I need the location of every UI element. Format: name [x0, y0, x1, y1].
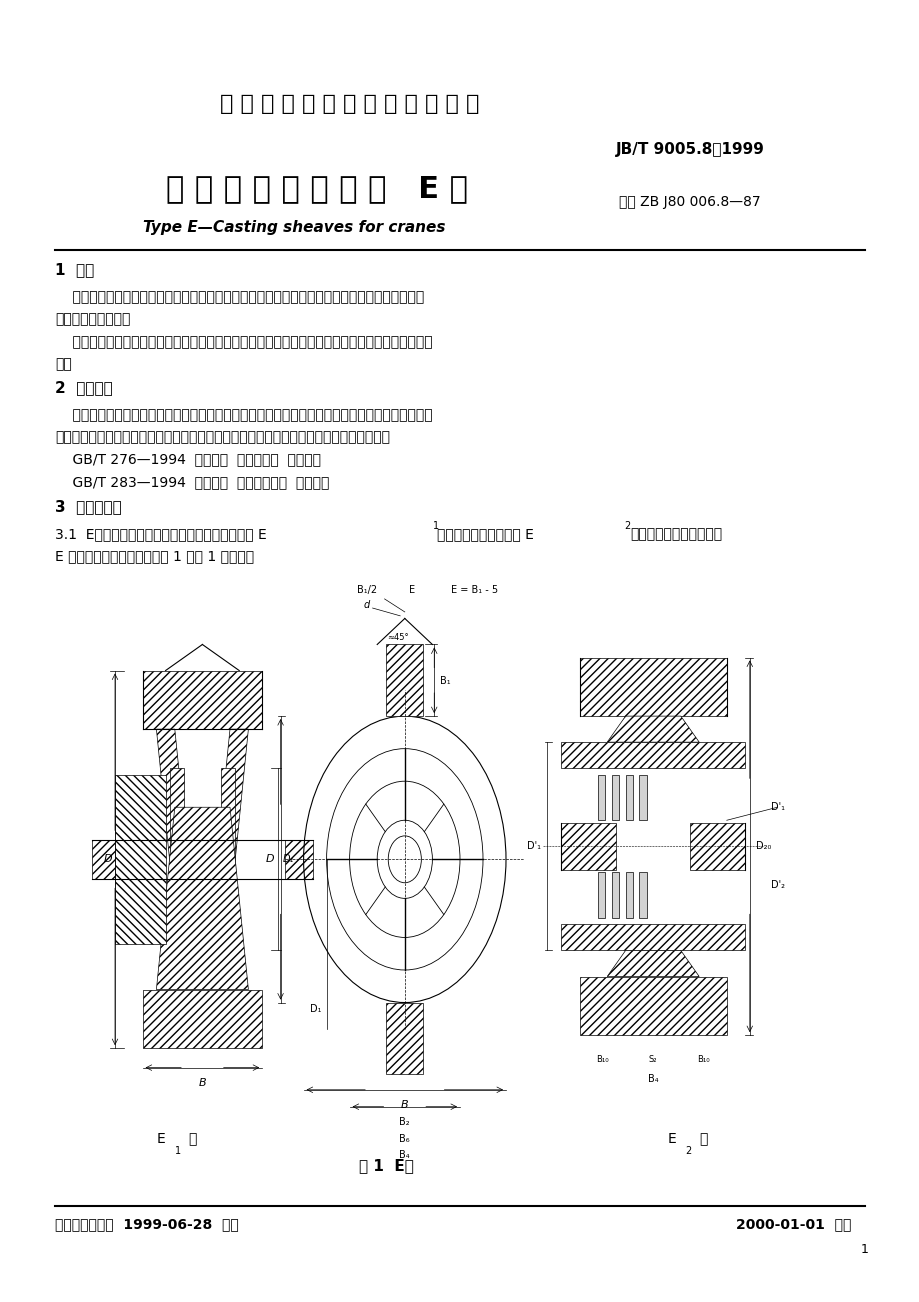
Bar	[170, 894, 179, 905]
Text: 型（带圆柱滚子轴承）。: 型（带圆柱滚子轴承）。	[630, 527, 721, 540]
Text: 2: 2	[685, 1146, 691, 1156]
Polygon shape	[386, 644, 423, 716]
Text: B₁₀: B₁₀	[697, 1055, 709, 1064]
Text: 2000-01-01  实施: 2000-01-01 实施	[735, 1217, 850, 1230]
Text: 图 1  E型: 图 1 E型	[358, 1157, 414, 1173]
Bar	[597, 775, 605, 820]
Text: S₂: S₂	[648, 1055, 657, 1064]
Polygon shape	[579, 976, 726, 1035]
Bar	[225, 894, 234, 905]
Text: B₆: B₆	[399, 1134, 410, 1144]
Bar	[170, 914, 179, 924]
Polygon shape	[115, 775, 165, 944]
Text: 下列标准所包含的条文，通过在本标准中引用而构成为本标准的条文。本标准出版时，所示版本均: 下列标准所包含的条文，通过在本标准中引用而构成为本标准的条文。本标准出版时，所示…	[55, 409, 432, 422]
Text: ≈45°: ≈45°	[386, 634, 408, 642]
Text: GB/T 283—1994  滚动轴承  圆柱滚子轴承  外形尺寸: GB/T 283—1994 滚动轴承 圆柱滚子轴承 外形尺寸	[55, 475, 329, 488]
Text: 2  引用标准: 2 引用标准	[55, 380, 113, 396]
Text: E: E	[666, 1133, 675, 1146]
Polygon shape	[561, 742, 744, 768]
Polygon shape	[92, 840, 119, 879]
Bar	[639, 872, 646, 918]
Text: （以下简称滑轮）。: （以下简称滑轮）。	[55, 312, 130, 326]
Bar	[170, 855, 179, 866]
Text: E: E	[156, 1133, 165, 1146]
Text: 1: 1	[175, 1146, 181, 1156]
Text: 代替 ZB J80 006.8—87: 代替 ZB J80 006.8—87	[618, 195, 760, 208]
Text: 国家机械工业局  1999-06-28  批准: 国家机械工业局 1999-06-28 批准	[55, 1217, 239, 1230]
Bar	[225, 875, 234, 885]
Polygon shape	[607, 716, 698, 742]
Text: JB/T 9005.8－1999: JB/T 9005.8－1999	[615, 142, 764, 158]
Text: B₁: B₁	[439, 676, 450, 686]
Text: E = B₁ - 5: E = B₁ - 5	[450, 585, 497, 595]
Text: D₂₀: D₂₀	[755, 841, 771, 852]
Polygon shape	[561, 924, 744, 950]
Text: D: D	[103, 854, 112, 865]
Polygon shape	[561, 823, 616, 870]
Text: E: E	[409, 585, 415, 595]
Polygon shape	[170, 768, 184, 950]
Text: 型: 型	[698, 1133, 707, 1146]
Text: D: D	[266, 854, 274, 865]
Text: 在钢丝绳传动中的其他滑轮，例如定滑轮或除动滑轮组外的其他承载件中也可采用本标准规定的滑: 在钢丝绳传动中的其他滑轮，例如定滑轮或除动滑轮组外的其他承载件中也可采用本标准规…	[55, 336, 432, 349]
Text: B₄: B₄	[647, 1074, 658, 1085]
Bar	[611, 872, 618, 918]
Bar	[625, 775, 632, 820]
Text: B₄: B₄	[399, 1150, 410, 1160]
Polygon shape	[156, 729, 193, 911]
Polygon shape	[689, 823, 744, 870]
Text: 1  范围: 1 范围	[55, 262, 95, 277]
Bar	[639, 775, 646, 820]
Text: D₁: D₁	[311, 1004, 322, 1014]
Text: B: B	[199, 1078, 206, 1088]
Text: D'₂: D'₂	[770, 880, 784, 891]
Bar	[597, 872, 605, 918]
Polygon shape	[142, 990, 262, 1048]
Text: B₁₀: B₁₀	[596, 1055, 608, 1064]
Polygon shape	[142, 671, 262, 729]
Text: d: d	[363, 600, 369, 611]
Polygon shape	[285, 840, 312, 879]
Circle shape	[388, 836, 421, 883]
Text: B: B	[401, 1100, 408, 1111]
Polygon shape	[386, 1003, 423, 1074]
Text: D'₁: D'₁	[770, 802, 784, 812]
Bar	[170, 875, 179, 885]
Text: 型（带深沟球轴承）和 E: 型（带深沟球轴承）和 E	[437, 527, 533, 540]
Text: 型: 型	[188, 1133, 197, 1146]
Text: 轮。: 轮。	[55, 358, 72, 371]
Text: B₂: B₂	[399, 1117, 410, 1128]
Bar	[625, 872, 632, 918]
Bar	[225, 914, 234, 924]
Polygon shape	[221, 768, 234, 950]
Polygon shape	[156, 807, 248, 990]
Text: D'₁: D'₁	[527, 841, 540, 852]
Polygon shape	[579, 658, 726, 716]
Text: GB/T 276—1994  滚动轴承  深沟球轴承  外形尺寸: GB/T 276—1994 滚动轴承 深沟球轴承 外形尺寸	[55, 453, 321, 466]
Text: 中 华 人 民 共 和 国 机 械 行 业 标 准: 中 华 人 民 共 和 国 机 械 行 业 标 准	[220, 94, 479, 115]
Text: 3  型式和尺寸: 3 型式和尺寸	[55, 499, 122, 514]
Text: 3.1  E型滑轮按其采用滚动轴承类型的不同又分为 E: 3.1 E型滑轮按其采用滚动轴承类型的不同又分为 E	[55, 527, 267, 540]
Text: 为有效。所有标准都会被修订，使用本标准的各方应探讨使用下列标准最新版本的可能性。: 为有效。所有标准都会被修订，使用本标准的各方应探讨使用下列标准最新版本的可能性。	[55, 431, 390, 444]
Text: D₁: D₁	[282, 854, 293, 865]
Bar	[611, 775, 618, 820]
Text: 起 重 机 用 铸 造 滑 轮   E 型: 起 重 机 用 铸 造 滑 轮 E 型	[165, 174, 467, 203]
Text: Type E—Casting sheaves for cranes: Type E—Casting sheaves for cranes	[143, 220, 445, 236]
Text: E 型滑轮的型式和尺寸详见图 1 和表 1 的规定。: E 型滑轮的型式和尺寸详见图 1 和表 1 的规定。	[55, 549, 254, 562]
Text: 本标准适用于在起重机动滑轮组范围内，要求一般密封的带滚动轴承无内轴套的钢丝绳铸造滑轮: 本标准适用于在起重机动滑轮组范围内，要求一般密封的带滚动轴承无内轴套的钢丝绳铸造…	[55, 290, 424, 303]
Text: B₁/2: B₁/2	[357, 585, 377, 595]
Bar	[225, 855, 234, 866]
Text: 1: 1	[433, 521, 439, 531]
Polygon shape	[211, 729, 248, 911]
Polygon shape	[607, 950, 698, 976]
Text: 2: 2	[623, 521, 630, 531]
Text: 1: 1	[860, 1243, 868, 1256]
